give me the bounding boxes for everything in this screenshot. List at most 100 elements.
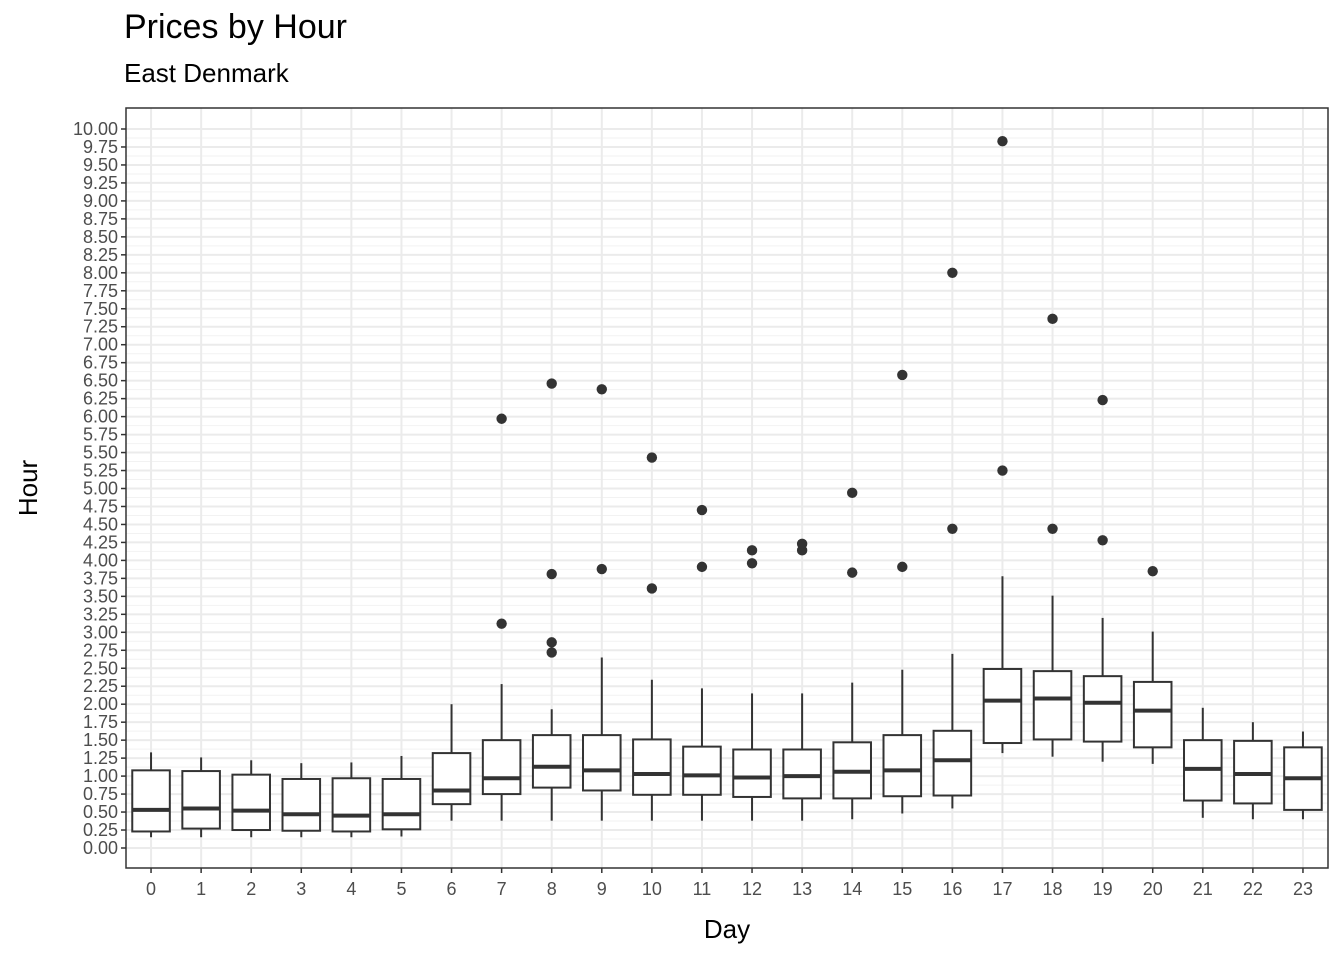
y-tick-label: 5.00 [83,479,118,499]
y-tick-label: 4.75 [83,496,118,516]
x-tick-label: 23 [1293,879,1313,899]
outlier-point [546,637,557,648]
box-iqr [431,752,472,806]
x-tick-label: 15 [892,879,912,899]
y-tick-label: 9.75 [83,137,118,157]
grid-lines [126,108,1328,868]
box-iqr [531,734,572,789]
outlier-point [596,563,607,575]
y-tick-label: 8.50 [83,227,118,247]
box-iqr [882,734,923,798]
x-tick-label: 16 [942,879,962,899]
box-iqr [732,748,772,798]
y-tick-label: 5.25 [83,461,118,481]
x-tick-label: 2 [246,879,256,899]
x-tick-label: 4 [346,879,356,899]
box-iqr [281,777,322,832]
y-tick-label: 4.00 [83,550,118,570]
outlier-point [847,487,858,499]
box-3 [281,763,322,838]
box-iqr [481,739,522,796]
x-tick-label: 20 [1143,879,1163,899]
box-16 [932,267,973,809]
box-iqr [131,769,171,833]
y-tick-label: 3.50 [83,586,118,606]
box-iqr [582,734,622,792]
box-iqr [782,748,822,800]
y-tick-label: 7.00 [83,335,118,355]
outlier-point [546,378,557,389]
y-tick-label: 6.00 [83,407,118,427]
box-8 [531,378,572,821]
y-tick-label: 0.75 [83,784,118,804]
x-tick-label: 17 [992,879,1012,899]
box-iqr [331,777,372,833]
box-23 [1283,731,1323,820]
x-tick-label: 6 [447,879,457,899]
x-tick-label: 9 [597,879,607,899]
outlier-point [1097,394,1108,406]
y-tick-label: 6.50 [83,371,118,391]
y-tick-label: 1.25 [83,748,118,768]
y-tick-label: 5.50 [83,443,118,463]
box-iqr [1032,670,1073,741]
box-4 [331,762,372,838]
box-17 [982,136,1023,754]
outlier-point [596,384,607,395]
x-tick-label: 19 [1093,879,1113,899]
outlier-point [1047,313,1058,325]
outlier-point [997,136,1008,147]
x-tick-label: 0 [146,879,156,899]
box-10 [632,452,672,821]
y-tick-label: 0.25 [83,820,118,840]
outlier-point [997,465,1008,476]
outlier-point [496,413,507,424]
box-0 [131,752,171,838]
box-7 [481,413,522,821]
x-tick-label: 1 [196,879,206,899]
outlier-point [746,545,758,556]
box-1 [181,757,221,838]
y-tick-label: 2.25 [83,676,118,696]
y-tick-label: 2.75 [83,640,118,660]
x-tick-label: 8 [547,879,557,899]
outlier-point [947,267,958,278]
box-iqr [231,773,271,832]
box-9 [582,384,622,821]
x-tick-label: 14 [842,879,862,899]
x-tick-label: 7 [497,879,507,899]
chart-title: Prices by Hour [124,8,347,46]
y-tick-label: 2.50 [83,658,118,678]
y-tick-label: 7.50 [83,299,118,319]
box-21 [1183,707,1223,818]
box-iqr [932,729,973,797]
y-tick-label: 6.25 [83,389,118,409]
outlier-point [1147,565,1158,577]
outlier-point [1097,535,1108,546]
chart-subtitle: East Denmark [124,58,289,88]
box-19 [1082,394,1123,762]
box-14 [832,487,872,820]
outlier-point [796,538,808,550]
y-tick-label: 7.25 [83,317,118,337]
y-tick-label: 9.25 [83,173,118,193]
box-5 [381,755,422,837]
y-tick-label: 3.00 [83,622,118,642]
y-axis-title: Hour [13,459,43,516]
box-20 [1132,565,1173,764]
y-tick-label: 8.25 [83,245,118,265]
y-tick-label: 8.75 [83,209,118,229]
box-2 [231,760,271,838]
box-iqr [1082,675,1123,743]
y-tick-label: 3.25 [83,604,118,624]
outlier-point [746,558,758,569]
box-15 [882,369,923,814]
y-tick-label: 7.75 [83,281,118,301]
outlier-point [897,561,908,573]
outlier-point [546,568,557,580]
y-tick-label: 3.75 [83,568,118,588]
y-axis: 0.000.250.500.751.001.251.501.752.002.25… [73,119,126,858]
box-iqr [982,667,1023,745]
box-iqr [682,745,722,796]
